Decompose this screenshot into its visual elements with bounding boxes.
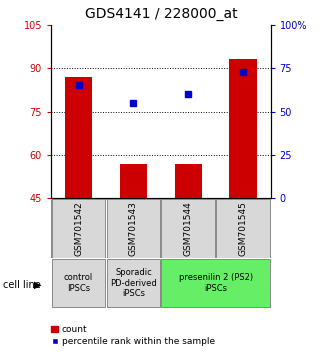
Text: ▶: ▶ [34, 280, 42, 290]
Text: GSM701542: GSM701542 [74, 201, 83, 256]
Bar [52, 199, 106, 258]
Text: cell line: cell line [3, 280, 41, 290]
Legend: count, percentile rank within the sample: count, percentile rank within the sample [48, 321, 218, 349]
Bar [120, 164, 147, 198]
Text: control
IPSCs: control IPSCs [64, 274, 93, 293]
Text: GSM701544: GSM701544 [184, 201, 193, 256]
Text: Sporadic
PD-derived
iPSCs: Sporadic PD-derived iPSCs [110, 268, 157, 298]
Bar [52, 259, 106, 307]
Bar [107, 259, 160, 307]
Bar [65, 77, 92, 198]
Bar [216, 199, 270, 258]
Bar [107, 199, 160, 258]
Text: GSM701543: GSM701543 [129, 201, 138, 256]
Bar [175, 164, 202, 198]
Bar [161, 199, 215, 258]
Bar [161, 259, 270, 307]
Text: presenilin 2 (PS2)
iPSCs: presenilin 2 (PS2) iPSCs [179, 274, 253, 293]
Bar [229, 59, 257, 198]
Text: GSM701545: GSM701545 [239, 201, 248, 256]
Title: GDS4141 / 228000_at: GDS4141 / 228000_at [84, 7, 237, 21]
